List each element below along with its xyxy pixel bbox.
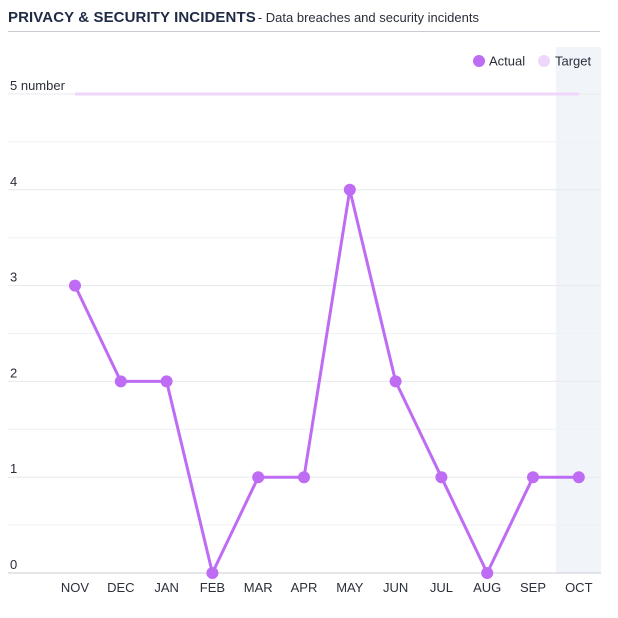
actual-point[interactable] bbox=[114, 375, 127, 388]
y-tick-label: 2 bbox=[10, 365, 17, 380]
chart-subtitle: - Data breaches and security incidents bbox=[257, 10, 479, 25]
x-tick-label: FEB bbox=[200, 580, 225, 595]
chart-title: PRIVACY & SECURITY INCIDENTS bbox=[8, 9, 256, 26]
x-tick-label: OCT bbox=[565, 580, 593, 595]
actual-point[interactable] bbox=[206, 567, 219, 579]
y-tick-label: 5 number bbox=[10, 78, 66, 93]
highlight-band bbox=[555, 47, 601, 573]
legend-actual-label[interactable]: Actual bbox=[489, 54, 525, 69]
y-tick-label: 0 bbox=[10, 557, 17, 572]
actual-line bbox=[73, 188, 579, 575]
x-tick-label: JUN bbox=[383, 580, 408, 595]
x-tick-label: JAN bbox=[154, 580, 179, 595]
x-tick-label: APR bbox=[291, 580, 318, 595]
x-tick-label: NOV bbox=[61, 580, 90, 595]
actual-point[interactable] bbox=[298, 471, 310, 484]
actual-point[interactable] bbox=[435, 471, 448, 484]
actual-point[interactable] bbox=[389, 375, 402, 388]
x-tick-label: MAR bbox=[244, 580, 273, 595]
actual-point[interactable] bbox=[69, 279, 81, 292]
x-tick-label: JUL bbox=[430, 580, 453, 595]
y-tick-label: 3 bbox=[10, 270, 17, 285]
legend-target-label[interactable]: Target bbox=[555, 54, 592, 69]
chart-header: PRIVACY & SECURITY INCIDENTS - Data breac… bbox=[8, 9, 600, 32]
x-tick-label: DEC bbox=[107, 580, 134, 595]
legend-actual-marker[interactable] bbox=[473, 55, 485, 67]
actual-point[interactable] bbox=[343, 183, 356, 196]
x-tick-label: MAY bbox=[336, 580, 364, 595]
actual-point[interactable] bbox=[160, 375, 173, 388]
actual-point[interactable] bbox=[252, 471, 265, 484]
x-tick-label: AUG bbox=[473, 580, 501, 595]
y-tick-label: 4 bbox=[10, 174, 17, 189]
x-tick-label: SEP bbox=[520, 580, 546, 595]
actual-point[interactable] bbox=[527, 471, 539, 484]
legend-target-marker[interactable] bbox=[538, 55, 550, 67]
actual-point[interactable] bbox=[481, 567, 494, 579]
actual-point[interactable] bbox=[572, 471, 585, 484]
y-tick-label: 1 bbox=[10, 461, 17, 476]
